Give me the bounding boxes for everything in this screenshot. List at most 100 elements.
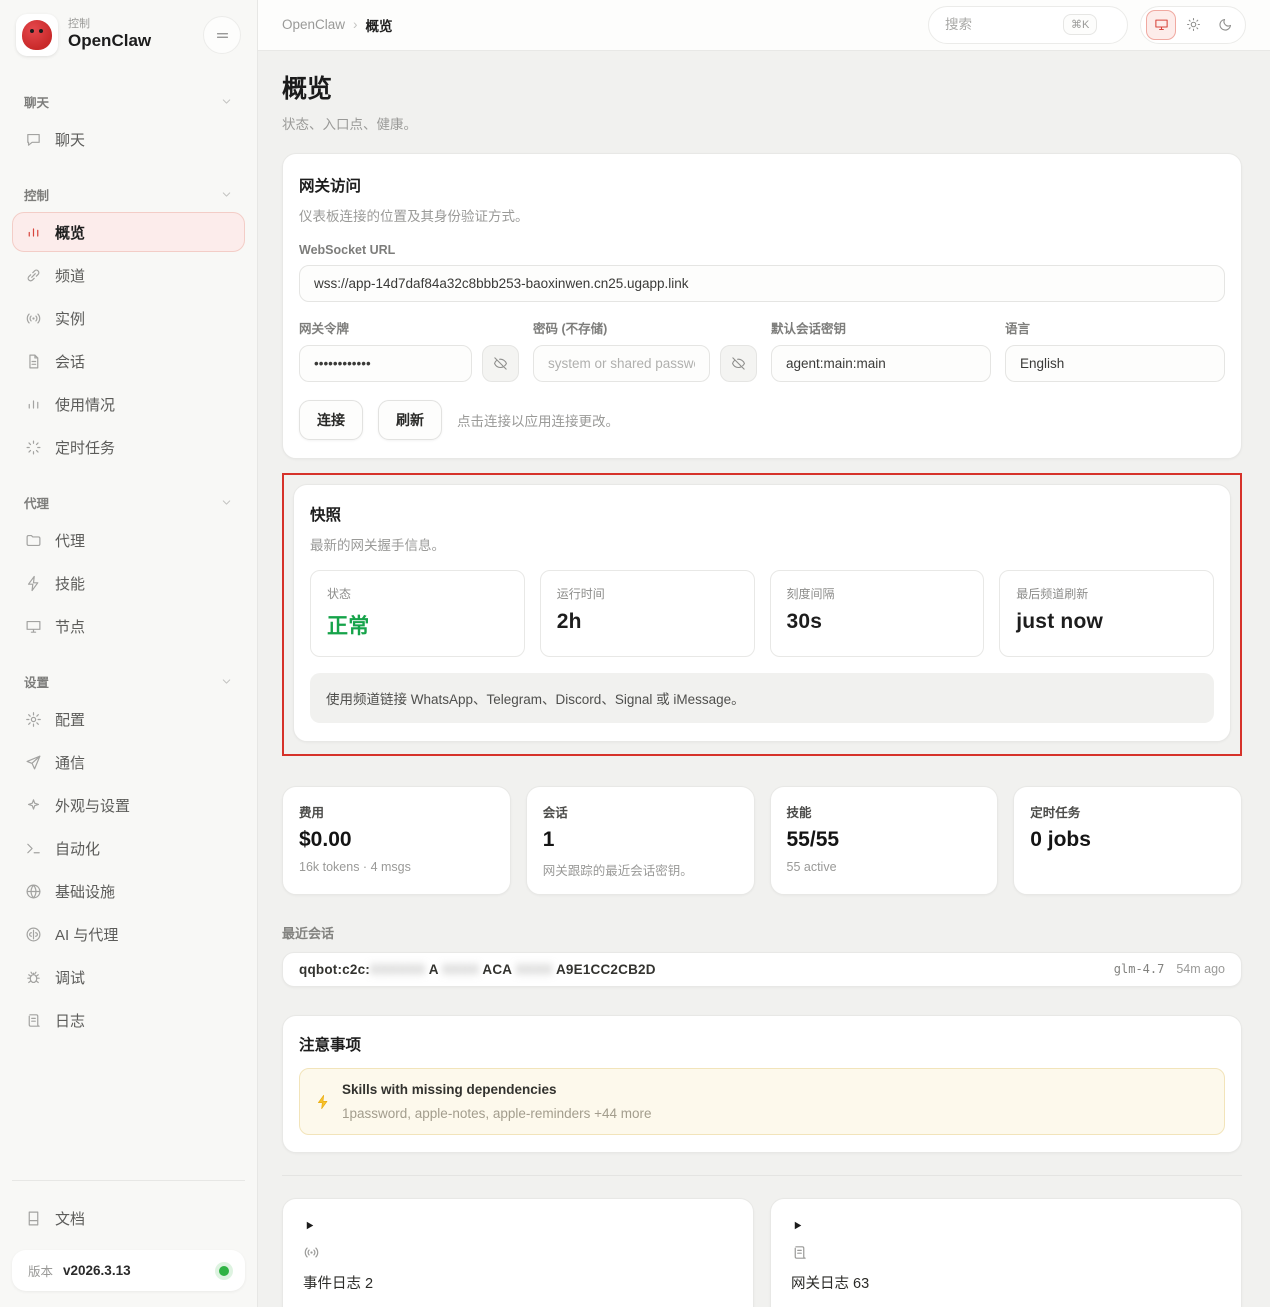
gateway-log-title: 网关日志 63 [791,1275,870,1292]
sidebar-item-usage[interactable]: 使用情况 [12,384,245,424]
sidebar-item-skills[interactable]: 技能 [12,563,245,603]
broadcast-icon [25,310,42,327]
sidebar-item-config[interactable]: 配置 [12,699,245,739]
token-visibility-button[interactable] [482,344,519,382]
sidebar-item-docs[interactable]: 文档 [12,1198,245,1238]
redacted-segment: XXXXXX [370,961,426,977]
password-input[interactable] [533,344,710,382]
event-log-card[interactable]: 事件日志 2 [282,1197,754,1307]
link-icon [25,267,42,284]
cron-stat-card: 定时任务 0 jobs [1013,785,1242,895]
sidebar-item-debug[interactable]: 调试 [12,957,245,997]
bar-chart-icon [25,396,42,413]
theme-system-button[interactable] [1146,9,1176,40]
scroll-icon [25,1012,42,1029]
sidebar-item-agents[interactable]: 代理 [12,520,245,560]
gear-icon [25,711,42,728]
warning-banner: Skills with missing dependencies 1passwo… [299,1067,1225,1135]
bar-chart-icon [25,224,42,241]
gateway-card-title: 网关访问 [299,177,362,195]
page-subtitle: 状态、入口点、健康。 [282,116,417,132]
snapshot-title: 快照 [310,506,342,524]
sidebar-collapse-button[interactable] [203,16,241,54]
brand: 控制 OpenClaw [12,14,245,56]
moon-icon [1218,17,1233,32]
sidebar-item-channels[interactable]: 频道 [12,255,245,295]
skills-value: 55/55 [786,827,840,851]
section-header-agents[interactable]: 代理 [12,493,245,512]
sidebar-item-overview[interactable]: 概览 [12,212,245,252]
zap-icon [315,1083,331,1121]
search-box[interactable]: ⌘K [928,5,1128,44]
sidebar-item-instances[interactable]: 实例 [12,298,245,338]
chat-icon [25,131,42,148]
sidebar-item-automation[interactable]: 自动化 [12,828,245,868]
language-select[interactable]: English [1005,344,1225,382]
play-icon[interactable] [791,1219,804,1232]
sidebar-item-sessions[interactable]: 会话 [12,341,245,381]
chevron-down-icon [220,95,233,108]
sidebar: 控制 OpenClaw 聊天 聊天 控制 概览 频道 实例 [0,0,258,1307]
gateway-token-input[interactable] [299,344,472,382]
session-key-input[interactable] [771,344,991,382]
snapshot-card: 快照 最新的网关握手信息。 状态 正常 运行时间 2h 刻度间隔 30s [293,483,1231,742]
globe-icon [25,883,42,900]
tick-interval-tile: 刻度间隔 30s [769,569,985,657]
sidebar-item-appearance[interactable]: 外观与设置 [12,785,245,825]
status-dot [219,1265,229,1276]
chevron-down-icon [220,188,233,201]
sidebar-item-cron[interactable]: 定时任务 [12,427,245,467]
websocket-url-input[interactable] [299,264,1225,302]
model-badge: glm-4.7 [1113,962,1165,977]
breadcrumb: OpenClaw › 概览 [282,15,393,35]
brand-name: OpenClaw [68,31,152,51]
session-age: 54m ago [1176,962,1225,977]
connect-button[interactable]: 连接 [299,399,363,440]
scroll-icon [791,1244,1221,1264]
sidebar-footer: 文档 版本 v2026.3.13 [12,1180,245,1291]
folder-icon [25,532,42,549]
sidebar-item-ai-agents[interactable]: AI 与代理 [12,914,245,954]
section-header-chat[interactable]: 聊天 [12,92,245,111]
refresh-button[interactable]: 刷新 [378,399,442,440]
gateway-access-card: 网关访问 仪表板连接的位置及其身份验证方式。 WebSocket URL 网关令… [282,152,1242,459]
version-value: v2026.3.13 [63,1263,131,1278]
breadcrumb-current: 概览 [365,18,393,34]
search-input[interactable] [945,17,1055,33]
page-title: 概览 [282,74,333,103]
brain-icon [25,926,42,943]
snapshot-subtitle: 最新的网关握手信息。 [310,537,445,553]
theme-light-button[interactable] [1178,10,1208,40]
breadcrumb-root[interactable]: OpenClaw [282,17,346,33]
eye-off-icon [493,356,508,371]
search-shortcut-badge: ⌘K [1063,14,1098,36]
topbar: OpenClaw › 概览 ⌘K [258,0,1270,51]
sidebar-item-infrastructure[interactable]: 基础设施 [12,871,245,911]
zap-icon [25,575,42,592]
theme-dark-button[interactable] [1210,10,1240,40]
last-refresh-tile: 最后频道刷新 just now [999,569,1214,657]
section-header-settings[interactable]: 设置 [12,672,245,691]
password-label: 密码 (不存储) [533,321,608,336]
cron-value: 0 jobs [1030,827,1091,851]
section-header-control[interactable]: 控制 [12,185,245,204]
file-icon [25,353,42,370]
gateway-log-card[interactable]: 网关日志 63 [770,1197,1242,1307]
password-visibility-button[interactable] [720,344,757,382]
redacted-segment: XXXX [515,961,553,977]
monitor-icon [1154,17,1169,32]
theme-switcher [1140,5,1246,44]
breadcrumb-separator: › [353,17,358,33]
language-label: 语言 [1005,321,1031,336]
broadcast-icon [303,1244,733,1264]
session-key-label: 默认会话密钥 [771,321,847,336]
connect-hint: 点击连接以应用连接更改。 [457,413,619,429]
sidebar-item-logs[interactable]: 日志 [12,1000,245,1040]
status-tile: 状态 正常 [310,569,525,657]
sidebar-item-nodes[interactable]: 节点 [12,606,245,646]
sidebar-item-chat[interactable]: 聊天 [12,119,245,159]
play-icon[interactable] [303,1219,316,1232]
session-row[interactable]: qqbot:c2c:XXXXXX A XXXX ACA XXXX A9E1CC2… [282,951,1242,987]
redacted-segment: XXXX [442,961,479,977]
sidebar-item-messaging[interactable]: 通信 [12,742,245,782]
